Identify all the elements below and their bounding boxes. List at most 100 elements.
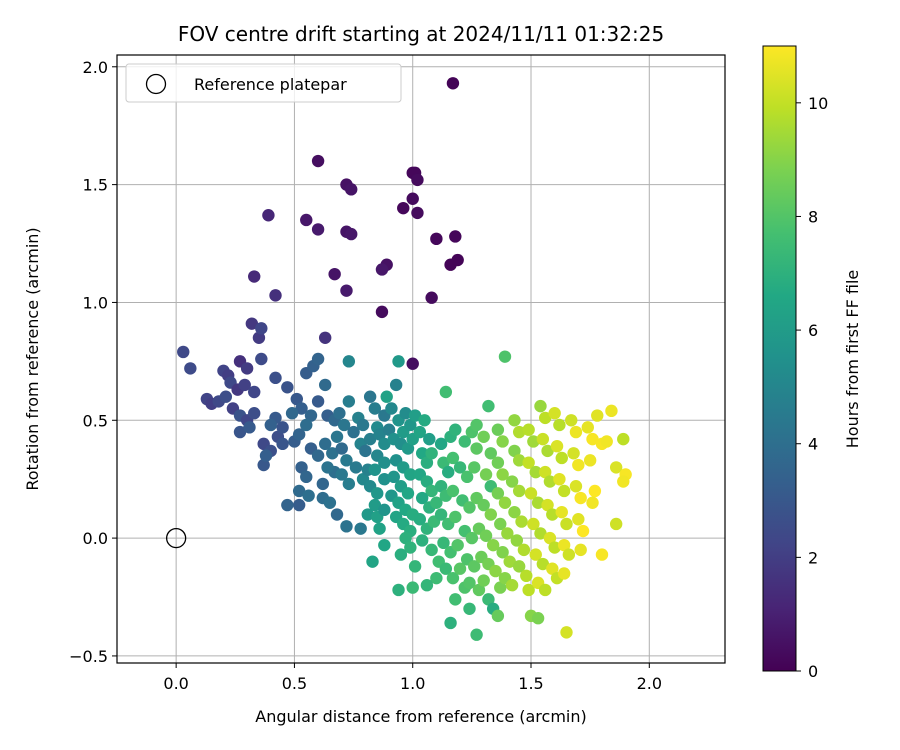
scatter-point [418,414,431,427]
scatter-point [468,461,481,474]
scatter-point [486,538,500,552]
scatter-point [264,418,277,432]
scatter-point [318,437,332,451]
scatter-point [496,468,509,481]
scatter-point [496,435,509,448]
scatter-point [321,461,334,474]
scatter-point [404,418,417,432]
scatter-point [397,201,410,215]
scatter-point [318,331,332,344]
legend-marker-reference [145,73,167,95]
scatter-point [368,402,382,415]
scatter-point [349,461,363,474]
scatter-point [491,609,505,623]
scatter-point [527,517,540,531]
scatter-point [408,560,422,573]
y-axis-label: Rotation from reference (arcmin) [23,227,42,490]
scatter-point [550,439,564,453]
scatter-point [404,468,417,481]
scatter-point [548,541,561,554]
scatter-point [311,154,325,168]
scatter-point [408,409,422,422]
scatter-point [522,456,535,469]
scatter-point [470,418,483,432]
colorbar-tick-label: 2 [808,548,818,567]
scatter-point [446,571,460,585]
colorbar-gradient [762,45,797,672]
scatter-point [300,470,313,484]
scatter-point [311,352,325,366]
scatter-point [437,456,450,469]
scatter-point [378,538,391,552]
scatter-point [498,350,512,363]
scatter-point [595,548,609,561]
scatter-point [359,444,372,458]
scatter-point [477,498,490,512]
scatter-point [399,531,412,545]
scatter-point [430,496,443,509]
scatter-point [572,458,585,472]
scatter-point [290,392,303,406]
plot-area: 0.0 0.5 1.0 1.5 2.0 −0.5 0.0 0.5 1.0 1.5 2.0 [69,54,726,693]
scatter-point [378,456,391,469]
scatter-point [449,423,462,436]
scatter-point [311,449,325,462]
scatter-point [451,253,464,267]
scatter-point [292,428,306,441]
x-axis-label: Angular distance from reference (arcmin) [255,707,586,726]
scatter-point [378,503,391,517]
scatter-point [560,517,573,531]
scatter-point [415,534,429,547]
scatter-point [576,524,590,538]
scatter-point [340,454,353,467]
scatter-point [392,583,405,597]
scatter-point [276,437,289,451]
scatter-point [517,543,531,557]
scatter-point [539,583,552,597]
scatter-point [238,378,251,392]
scatter-point [373,522,386,535]
scatter-point [311,223,325,236]
scatter-point [361,508,374,521]
scatter-point [512,454,526,467]
scatter-point [439,385,453,399]
scatter-point [449,230,462,243]
scatter-point [311,395,325,408]
x-tick-label: 1.5 [518,674,543,693]
scatter-point [512,560,526,573]
scatter-point [406,581,419,594]
y-tick-label: 1.5 [83,176,108,195]
scatter-point [586,496,599,509]
scatter-point [522,423,535,436]
legend-box [125,63,402,103]
scatter-point [501,527,514,540]
scatter-point [292,484,306,498]
scatter-point [406,357,419,370]
scatter-point [496,546,509,559]
scatter-point [588,484,602,498]
scatter-point [444,616,457,630]
scatter-point [356,418,370,432]
scatter-point [512,484,526,498]
scatter-point [415,447,429,460]
scatter-point [557,538,571,552]
scatter-point [508,414,521,427]
scatter-point [505,475,519,488]
scatter-point [553,472,566,486]
y-tick-label: 1.0 [83,293,108,312]
scatter-point [328,267,341,281]
scatter-point [342,355,356,368]
plot-frame [116,54,726,664]
scatter-point [326,447,339,460]
scatter-point [491,487,505,500]
scatter-point [574,491,587,505]
scatter-point [524,487,538,500]
scatter-point [420,475,434,488]
scatter-point [177,345,190,359]
scatter-point [255,322,268,335]
scatter-point [420,456,434,469]
scatter-point [565,414,578,427]
scatter-point [484,447,497,460]
scatter-point [415,491,429,505]
legend-label-reference: Reference platepar [194,75,347,94]
